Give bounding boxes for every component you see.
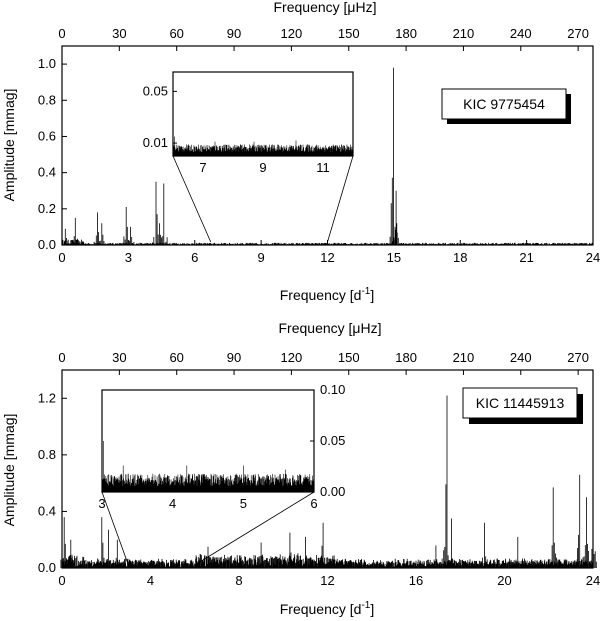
xlabel-2: Frequency [d-1] xyxy=(280,600,375,617)
x-tick-label: 12 xyxy=(320,250,334,265)
xlabel-1: Frequency [d-1] xyxy=(280,286,375,303)
y-tick-label: 0.4 xyxy=(38,503,56,518)
top-x-tick-label: 90 xyxy=(227,350,241,365)
top-x-tick-label: 30 xyxy=(112,26,126,41)
y-tick-label: 1.2 xyxy=(38,390,56,405)
star-label-2: KIC 11445913 xyxy=(476,395,565,411)
inset-connector-left-2 xyxy=(101,491,129,566)
y-tick-label: 0.0 xyxy=(38,560,56,575)
inset-x-tick-label: 4 xyxy=(169,496,176,511)
x-tick-label: 18 xyxy=(453,250,467,265)
star-label-box-2 xyxy=(462,387,578,419)
top-xlabel-2: Frequency [μHz] xyxy=(279,320,382,336)
top-x-tick-label: 180 xyxy=(395,350,417,365)
x-ticks-1: 0 3 6 9 12 15 18 21 24 xyxy=(58,240,600,265)
top-x-ticks-1: 0 30 60 90 120 150 180 210 240 270 xyxy=(58,26,589,51)
top-x-tick-label: 120 xyxy=(281,350,303,365)
star-label-box-1 xyxy=(441,88,567,120)
top-x-tick-label: 90 xyxy=(227,26,241,41)
inset-x-tick-label: 11 xyxy=(316,160,330,175)
top-x-tick-label: 210 xyxy=(453,26,475,41)
top-x-tick-label: 210 xyxy=(453,350,475,365)
x-tick-label: 3 xyxy=(125,250,132,265)
inset-x-tick-label: 6 xyxy=(310,496,317,511)
inset-ticks-1: 7 9 11 0.01 0.05 xyxy=(143,83,330,175)
x-tick-label: 12 xyxy=(320,573,334,588)
inset-x-tick-label: 3 xyxy=(98,496,105,511)
y-ticks-1: 0.0 0.2 0.4 0.6 0.8 1.0 xyxy=(38,56,67,252)
inset-spectrum-line-1 xyxy=(172,136,354,156)
x-tick-label: 0 xyxy=(58,573,65,588)
inset-x-tick-label: 9 xyxy=(259,160,266,175)
x-tick-label: 20 xyxy=(497,573,511,588)
top-x-tick-label: 240 xyxy=(510,26,532,41)
panel-kic11445913: Frequency [μHz] 0 4 8 12 16 20 24 0 30 60 90 120 15… xyxy=(1,320,600,617)
top-x-tick-label: 270 xyxy=(567,350,589,365)
inset-y-tick-label: 0.00 xyxy=(320,484,345,499)
inset-ticks-2: 3 4 5 60.00 0.05 0.10 xyxy=(98,382,345,511)
y-tick-label: 0.8 xyxy=(38,92,56,107)
x-tick-label: 24 xyxy=(586,250,600,265)
inset-connector-right-2 xyxy=(194,491,315,566)
top-x-tick-label: 120 xyxy=(281,26,303,41)
x-tick-label: 16 xyxy=(409,573,423,588)
inset-y-tick-label: 0.05 xyxy=(143,83,168,98)
inset-frame-2 xyxy=(101,389,315,493)
y-tick-label: 0.6 xyxy=(38,128,56,143)
top-x-tick-label: 0 xyxy=(58,26,65,41)
x-tick-label: 24 xyxy=(586,573,600,588)
inset-frame-1 xyxy=(172,71,354,157)
panel-kic9775454: Frequency [μHz] 0 3 6 9 12 15 18 21 24 0 30 60 90 12… xyxy=(1,0,600,303)
x-tick-label: 15 xyxy=(387,250,401,265)
ylabel-1: Amplitude [mmag] xyxy=(1,89,17,202)
top-x-tick-label: 60 xyxy=(169,350,183,365)
inset-y-tick-label: 0.10 xyxy=(320,382,345,397)
inset-connector-left-1 xyxy=(172,155,212,243)
x-tick-label: 9 xyxy=(258,250,265,265)
inset-connector-right-1 xyxy=(327,155,354,243)
ylabel-2: Amplitude [mmag] xyxy=(1,414,17,527)
x-tick-label: 6 xyxy=(191,250,198,265)
inset-y-tick-label: 0.01 xyxy=(143,135,168,150)
y-tick-label: 1.0 xyxy=(38,56,56,71)
y-tick-label: 0.2 xyxy=(38,201,56,216)
inset-x-tick-label: 7 xyxy=(199,160,206,175)
x-tick-label: 4 xyxy=(147,573,154,588)
y-tick-label: 0.0 xyxy=(38,237,56,252)
top-x-tick-label: 180 xyxy=(395,26,417,41)
inset-spectrum-line-2 xyxy=(101,441,315,492)
top-xlabel-1: Frequency [μHz] xyxy=(274,0,377,15)
top-x-tick-label: 270 xyxy=(567,26,589,41)
star-label-1: KIC 9775454 xyxy=(463,96,545,112)
top-x-tick-label: 0 xyxy=(58,350,65,365)
x-tick-label: 8 xyxy=(235,573,242,588)
y-ticks-2: 0.0 0.4 0.8 1.2 xyxy=(38,390,67,575)
x-tick-label: 21 xyxy=(519,250,533,265)
inset-y-tick-label: 0.05 xyxy=(320,433,345,448)
top-x-tick-label: 240 xyxy=(510,350,532,365)
top-x-tick-label: 60 xyxy=(169,26,183,41)
y-tick-label: 0.8 xyxy=(38,447,56,462)
inset-x-tick-label: 5 xyxy=(240,496,247,511)
spectrum-line-1 xyxy=(61,67,594,245)
top-x-tick-label: 150 xyxy=(338,26,360,41)
top-x-ticks-2: 0 30 60 90 120 150 180 210 240 270 xyxy=(58,350,589,375)
top-x-tick-label: 30 xyxy=(112,350,126,365)
x-tick-label: 0 xyxy=(58,250,65,265)
y-tick-label: 0.4 xyxy=(38,165,56,180)
top-x-tick-label: 150 xyxy=(338,350,360,365)
